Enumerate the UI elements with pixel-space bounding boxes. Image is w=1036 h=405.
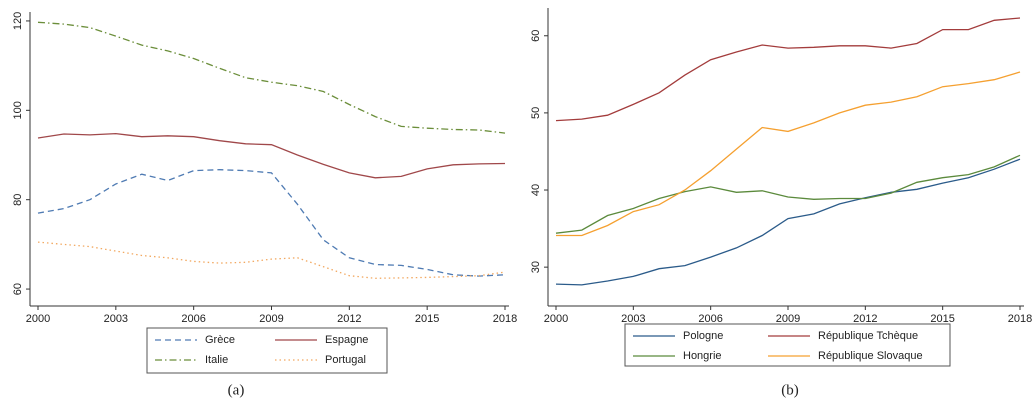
x-tick-label: 2000 <box>544 313 568 325</box>
y-tick-label: 100 <box>12 101 24 119</box>
series-line <box>37 132 506 179</box>
legend-box <box>624 323 951 367</box>
y-tick-label: 60 <box>12 283 24 295</box>
x-tick-label: 2015 <box>930 313 954 325</box>
y-tick-label: 60 <box>530 30 542 42</box>
series-line <box>555 17 1021 122</box>
legend-label: Grèce <box>205 334 235 346</box>
x-tick-label: 2003 <box>621 313 645 325</box>
series-line <box>555 154 1021 234</box>
series-line <box>555 158 1021 286</box>
series-line <box>37 169 506 277</box>
y-tick-label: 30 <box>530 261 542 273</box>
legend-label: République Tchèque <box>818 330 918 342</box>
x-tick-label: 2018 <box>1008 313 1032 325</box>
y-tick-label: 120 <box>12 12 24 30</box>
x-tick-label: 2009 <box>776 313 800 325</box>
x-tick-label: 2015 <box>415 313 439 325</box>
caption: (b) <box>781 382 799 398</box>
legend-label: Hongrie <box>683 350 722 362</box>
x-tick-label: 2000 <box>26 313 50 325</box>
x-tick-label: 2009 <box>259 313 283 325</box>
legend-label: Italie <box>205 354 228 366</box>
x-tick-label: 2012 <box>853 313 877 325</box>
y-tick-label: 80 <box>12 194 24 206</box>
legend-label: Pologne <box>683 330 723 342</box>
legend-label: Portugal <box>325 354 366 366</box>
series-line <box>37 21 506 134</box>
caption: (a) <box>228 382 245 398</box>
x-tick-label: 2018 <box>493 313 517 325</box>
x-tick-label: 2006 <box>181 313 205 325</box>
x-tick-label: 2003 <box>104 313 128 325</box>
legend-box <box>146 327 388 374</box>
legend-label: République Slovaque <box>818 350 923 362</box>
x-tick-label: 2012 <box>337 313 361 325</box>
y-tick-label: 40 <box>530 184 542 196</box>
series-line <box>37 241 506 279</box>
x-tick-label: 2006 <box>698 313 722 325</box>
y-tick-label: 50 <box>530 107 542 119</box>
legend-label: Espagne <box>325 334 368 346</box>
series-line <box>556 71 1021 237</box>
